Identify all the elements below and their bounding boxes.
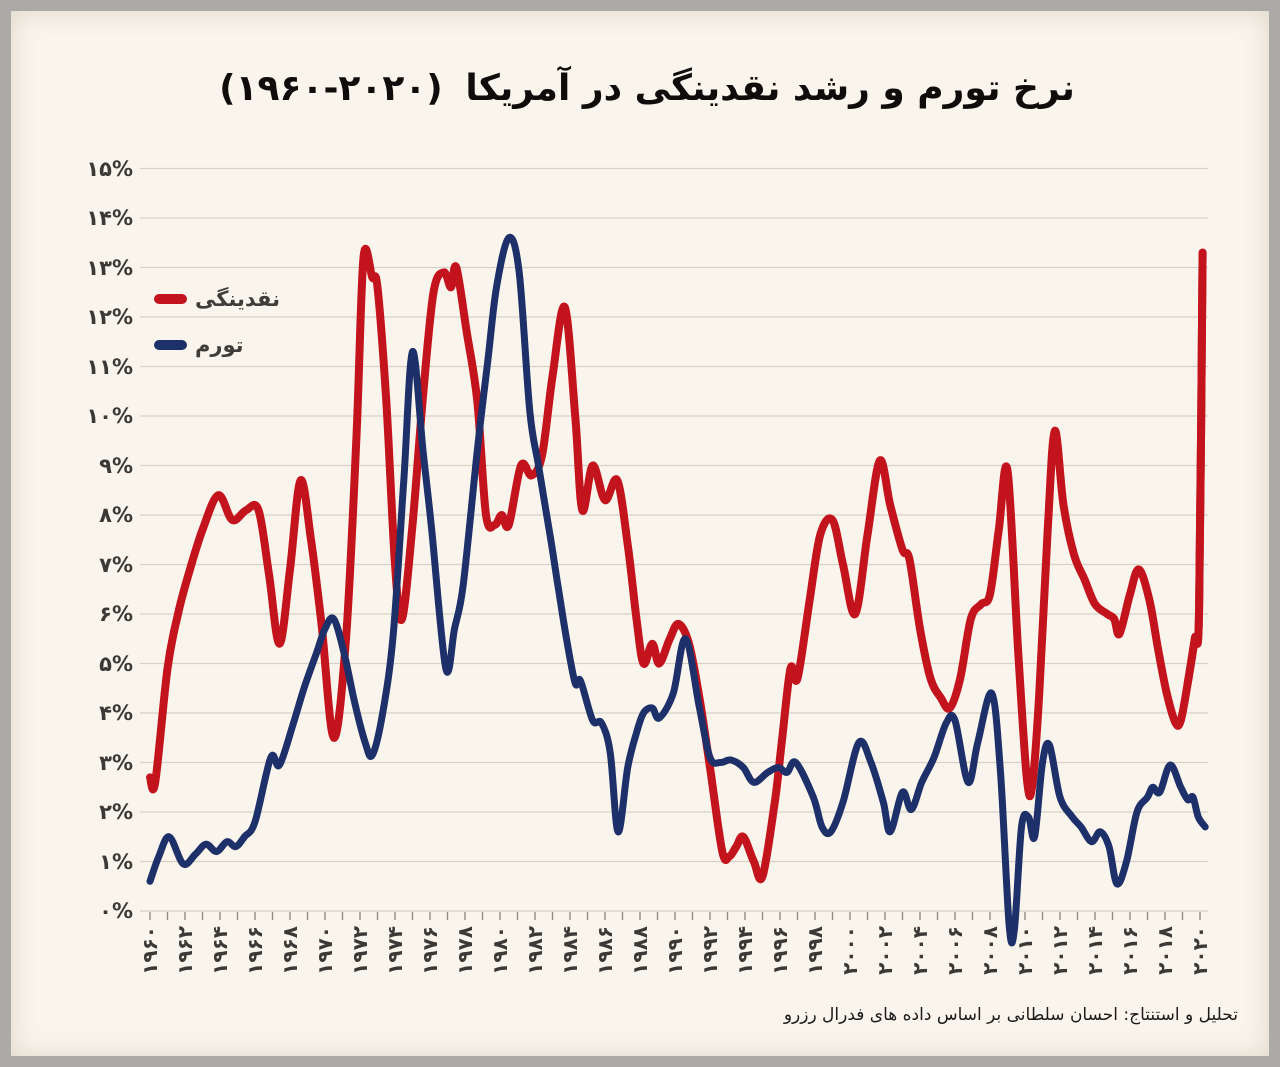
chart-title-text: نرخ تورم و رشد نقدینگی در آمریکا bbox=[465, 68, 1075, 109]
y-axis-label: ۶% bbox=[99, 602, 133, 626]
y-axis-label: ۷% bbox=[99, 552, 133, 577]
chart-title-range: (۱۹۶۰-۲۰۲۰) bbox=[219, 68, 443, 109]
y-axis-label: ۱۴% bbox=[86, 206, 133, 230]
y-axis-label: ۱۰% bbox=[86, 404, 133, 428]
legend-label-liquidity: نقدینگی bbox=[195, 287, 281, 311]
x-axis-label: ۱۹۶۶ bbox=[243, 926, 267, 975]
x-axis-label: ۱۹۶۲ bbox=[173, 926, 197, 975]
liquidity-swatch-icon bbox=[154, 294, 187, 304]
y-axis-label: ۲% bbox=[99, 800, 133, 824]
x-axis-label: ۱۹۶۸ bbox=[278, 926, 302, 975]
y-axis-label: ۵% bbox=[99, 651, 133, 676]
x-axis-label: ۱۹۸۲ bbox=[523, 926, 547, 975]
legend-label-inflation: تورم bbox=[195, 333, 244, 357]
y-axis-label: ۱۲% bbox=[86, 305, 133, 329]
x-axis-label: ۱۹۷۸ bbox=[453, 926, 477, 975]
inflation-swatch-icon bbox=[154, 340, 187, 350]
x-axis-label: ۱۹۹۰ bbox=[663, 926, 687, 975]
x-axis-label: ۱۹۸۶ bbox=[593, 926, 617, 975]
x-axis-label: ۲۰۱۲ bbox=[1048, 926, 1072, 975]
x-axis-label: ۱۹۸۰ bbox=[488, 926, 512, 975]
x-axis-label: ۱۹۸۸ bbox=[628, 926, 652, 975]
y-axis-label: ۳% bbox=[99, 750, 133, 775]
y-axis-label: ۱% bbox=[99, 849, 133, 874]
x-axis-label: ۲۰۲۰ bbox=[1188, 926, 1212, 975]
source-credit: تحلیل و استنتاج: احسان سلطانی بر اساس دا… bbox=[783, 1005, 1238, 1025]
x-axis-label: ۱۹۷۲ bbox=[348, 926, 372, 975]
y-axis-label: ۱۳% bbox=[86, 255, 133, 280]
x-axis-label: ۲۰۰۴ bbox=[908, 926, 932, 975]
y-axis-label: ۱۱% bbox=[86, 354, 133, 379]
x-axis-label: ۱۹۹۲ bbox=[698, 926, 722, 975]
x-axis-label: ۱۹۶۴ bbox=[208, 926, 232, 975]
legend-item-inflation: تورم bbox=[154, 330, 280, 360]
x-axis-label: ۱۹۷۰ bbox=[313, 926, 337, 975]
x-axis-label: ۱۹۶۰ bbox=[138, 926, 162, 975]
x-axis-label: ۱۹۸۴ bbox=[558, 926, 582, 975]
x-axis-label: ۲۰۱۴ bbox=[1083, 926, 1107, 975]
y-axis-label: ۹% bbox=[99, 453, 133, 478]
y-axis-label: ۴% bbox=[99, 701, 133, 725]
y-axis-label: ۸% bbox=[99, 503, 133, 527]
x-axis-label: ۲۰۱۸ bbox=[1153, 926, 1177, 975]
x-axis-label: ۲۰۰۸ bbox=[978, 926, 1002, 975]
legend: نقدینگی تورم bbox=[154, 284, 280, 376]
page-title: نرخ تورم و رشد نقدینگی در آمریکا (۱۹۶۰-۲… bbox=[15, 68, 1279, 109]
legend-item-liquidity: نقدینگی bbox=[154, 284, 280, 314]
x-axis-label: ۲۰۰۲ bbox=[873, 926, 897, 975]
series-inflation-line bbox=[146, 233, 1209, 947]
x-axis-label: ۲۰۱۰ bbox=[1013, 926, 1037, 975]
x-axis-label: ۱۹۹۸ bbox=[803, 926, 827, 975]
y-axis-label: ۰% bbox=[99, 899, 133, 923]
x-axis-label: ۲۰۰۶ bbox=[943, 926, 967, 975]
x-axis-label: ۱۹۷۶ bbox=[418, 926, 442, 975]
x-axis-label: ۱۹۹۴ bbox=[733, 926, 757, 975]
x-axis-label: ۱۹۹۶ bbox=[768, 926, 792, 975]
series-liquidity-spike-overlay bbox=[1183, 248, 1207, 688]
x-axis-label: ۲۰۱۶ bbox=[1118, 926, 1142, 975]
x-axis-label: ۱۹۷۴ bbox=[383, 926, 407, 975]
y-axis-label: ۱۵% bbox=[86, 156, 133, 181]
x-axis-label: ۲۰۰۰ bbox=[838, 926, 862, 975]
